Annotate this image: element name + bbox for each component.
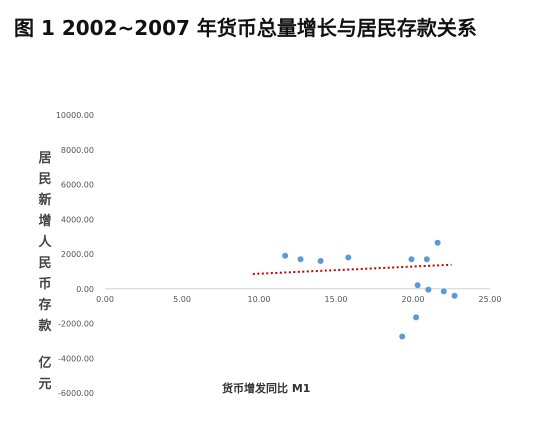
y-tick-label: 0.00 bbox=[76, 285, 94, 294]
y-tick-label: -4000.00 bbox=[58, 354, 94, 363]
y-axis-label: 居民新增人民币存款 亿元 bbox=[36, 148, 54, 395]
trendline bbox=[252, 263, 452, 275]
y-axis-unit: 亿元 bbox=[38, 356, 52, 392]
data-point bbox=[282, 252, 289, 259]
y-tick-label: -6000.00 bbox=[58, 389, 94, 398]
y-tick-label: 10000.00 bbox=[56, 111, 94, 120]
data-point bbox=[423, 256, 430, 263]
y-tick-label: -2000.00 bbox=[58, 320, 94, 329]
y-tick-label: 6000.00 bbox=[61, 181, 94, 190]
data-point bbox=[413, 314, 420, 321]
y-axis-title: 居民新增人民币存款 bbox=[38, 151, 52, 334]
data-points bbox=[282, 239, 458, 340]
chart-title: 图 1 2002~2007 年货币总量增长与居民存款关系 bbox=[14, 16, 477, 40]
x-tick-label: 10.00 bbox=[248, 295, 271, 304]
trendline-group bbox=[252, 263, 452, 275]
y-tick-label: 2000.00 bbox=[61, 250, 94, 259]
data-point bbox=[414, 282, 421, 289]
data-point bbox=[408, 256, 415, 263]
x-tick-label: 15.00 bbox=[325, 295, 348, 304]
data-point bbox=[434, 239, 441, 246]
y-tick-labels: 10000.00 8000.00 6000.00 4000.00 2000.00 0.00… bbox=[56, 111, 94, 398]
data-point bbox=[399, 333, 406, 340]
x-tick-label: 20.00 bbox=[402, 295, 425, 304]
x-tick-labels: 0.00 5.00 10.00 15.00 20.00 25.00 bbox=[96, 295, 501, 304]
data-point bbox=[451, 292, 458, 299]
x-tick-label: 25.00 bbox=[479, 295, 502, 304]
data-point bbox=[425, 286, 432, 293]
data-point bbox=[440, 288, 447, 295]
y-tick-label: 4000.00 bbox=[61, 215, 94, 224]
data-point bbox=[297, 256, 304, 263]
x-axis-label: 货币增发同比 M1 bbox=[222, 382, 311, 395]
data-point bbox=[317, 257, 324, 264]
x-tick-label: 5.00 bbox=[173, 295, 191, 304]
data-point bbox=[345, 254, 352, 261]
y-tick-label: 8000.00 bbox=[61, 146, 94, 155]
x-tick-label: 0.00 bbox=[96, 295, 114, 304]
